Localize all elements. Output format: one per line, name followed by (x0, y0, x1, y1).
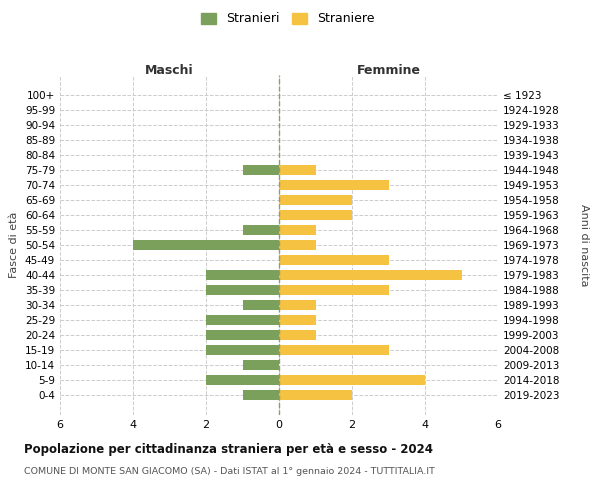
Bar (206, 270, 279, 280)
Bar (242, 390, 279, 400)
Bar (279, 166, 316, 175)
Bar (279, 240, 316, 250)
Y-axis label: Fasce di età: Fasce di età (10, 212, 19, 278)
Bar (206, 315, 279, 324)
Bar (206, 285, 279, 295)
Bar (279, 195, 352, 205)
Bar (279, 225, 316, 235)
Text: COMUNE DI MONTE SAN GIACOMO (SA) - Dati ISTAT al 1° gennaio 2024 - TUTTITALIA.IT: COMUNE DI MONTE SAN GIACOMO (SA) - Dati … (24, 468, 435, 476)
Bar (206, 330, 279, 340)
Bar (279, 285, 389, 295)
Bar (242, 300, 279, 310)
Text: Popolazione per cittadinanza straniera per età e sesso - 2024: Popolazione per cittadinanza straniera p… (24, 442, 433, 456)
Bar (279, 330, 316, 340)
Y-axis label: Anni di nascita: Anni di nascita (579, 204, 589, 286)
Bar (279, 210, 352, 220)
Bar (242, 166, 279, 175)
Bar (206, 345, 279, 354)
Bar (279, 345, 389, 354)
Bar (279, 300, 316, 310)
Bar (279, 270, 461, 280)
Text: Femmine: Femmine (356, 64, 421, 78)
Bar (279, 390, 352, 400)
Text: Maschi: Maschi (145, 64, 194, 78)
Bar (242, 360, 279, 370)
Bar (279, 255, 389, 265)
Legend: Stranieri, Straniere: Stranieri, Straniere (197, 8, 379, 29)
Bar (133, 240, 279, 250)
Bar (279, 315, 316, 324)
Bar (242, 225, 279, 235)
Bar (279, 375, 425, 384)
Bar (206, 375, 279, 384)
Bar (279, 180, 389, 190)
